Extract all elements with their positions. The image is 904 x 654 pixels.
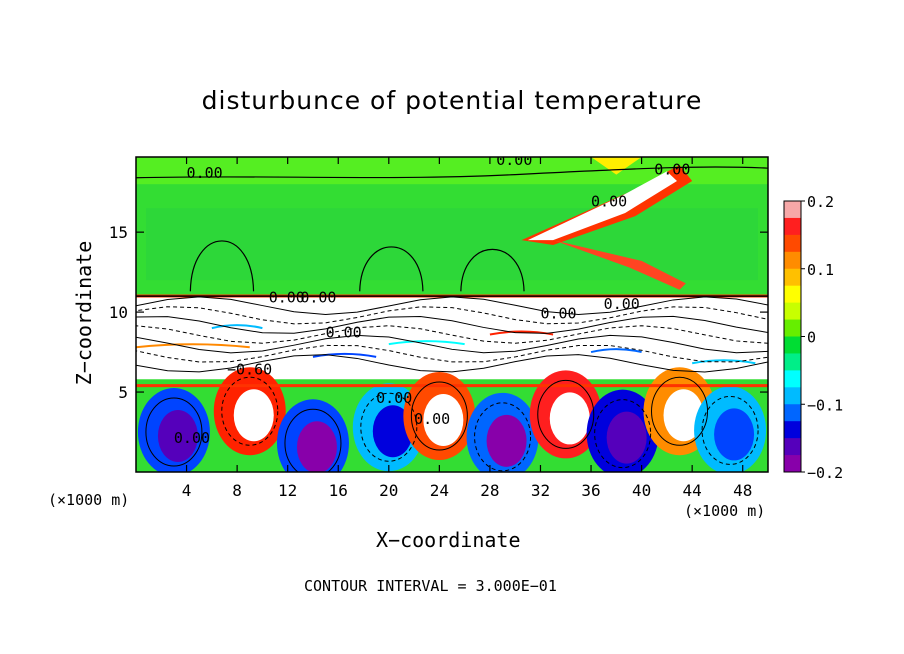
eddy-core-7 [606,411,647,464]
colorbar-swatch [784,370,801,388]
contour-eddy-3 [360,392,418,462]
eddy-core-6 [549,392,590,445]
upper-layer-shade [146,208,758,281]
plume-core [527,171,677,241]
y-tick-label: 5 [118,383,128,402]
contour-label: 0.00 [174,429,210,447]
x-tick-label: 24 [430,481,449,500]
contour-eddy-2 [284,408,342,472]
contour-label: 0.00 [496,151,532,169]
eddy-core-1 [233,389,274,442]
colorbar-swatch [784,404,801,422]
contour-label: 0.00 [326,324,362,342]
plume-tail [553,240,686,290]
contour-label: 0.00 [187,164,223,182]
middle-band-2 [312,352,377,358]
eddy-core-5 [486,414,527,467]
middle-band-5 [590,348,642,354]
x-unit-left: (×1000 m) [48,491,130,509]
contour-middle-3 [136,325,768,344]
x-tick-label: 4 [182,481,192,500]
contour-label: 0.00 [604,295,640,313]
contour-hill-2 [460,248,525,292]
contour-label: −0.60 [227,360,272,378]
x-tick-label: 8 [232,481,242,500]
contour-middle-4 [136,334,768,354]
x-tick-label: 20 [379,481,398,500]
middle-band-3 [388,340,465,346]
contour-eddy-7 [594,399,652,469]
contour-hill-0 [189,240,255,292]
x-tick-label: 12 [278,481,297,500]
eddy-core-9 [714,408,755,461]
middle-band-6 [691,359,756,365]
contour-label: 0.00 [376,389,412,407]
contour-middle-2 [136,315,768,334]
x-tick-label: 48 [733,481,752,500]
contour-label: 0.00 [269,289,305,307]
x-tick-label: 44 [683,481,702,500]
middle-band-1 [211,324,263,330]
colorbar-swatch [784,421,801,439]
plume-top [591,157,642,175]
colorbar-swatch [784,319,801,337]
contour-eddy-0 [145,397,203,467]
contour-label: 0.00 [591,193,627,211]
colorbar-tick-label: 0.1 [807,261,834,279]
eddy-core-2 [296,421,337,472]
x-tick-label: 28 [480,481,499,500]
contour-eddy-9 [701,395,759,465]
contour-middle-0 [136,296,768,315]
colorbar-swatch [784,336,801,354]
colorbar-swatch [784,285,801,304]
eddy-core-8 [663,389,704,442]
middle-band-0 [136,343,250,349]
contour-eddy-6 [537,379,595,449]
colorbar-swatch [784,201,801,219]
contour-eddy-8 [651,376,709,446]
eddy-core-3 [372,405,413,458]
colorbar-tick-label: −0.2 [807,464,843,482]
x-tick-label: 40 [632,481,651,500]
colorbar-swatch [784,302,801,321]
x-axis-label: X−coordinate [376,528,521,552]
y-tick-label: 10 [109,303,128,322]
eddy-core-4 [423,394,464,447]
contour-hill-1 [359,246,424,292]
colorbar-swatch [784,455,801,473]
contour-top [136,166,768,179]
y-axis-label: Z−coordinate [72,240,96,386]
contour-eddy-1 [221,376,279,446]
colorbar-swatch [784,438,801,456]
contour-eddy-4 [410,381,468,451]
x-unit-right: (×1000 m) [684,502,766,520]
colorbar-swatch [784,251,801,270]
plot-frame [135,156,769,473]
x-tick-label: 32 [531,481,550,500]
eddy-core-0 [157,410,198,463]
colorbar-swatch [784,217,801,236]
colorbar-swatch [784,234,801,253]
contour-middle-1 [136,306,768,325]
contour-label: 0.00 [654,161,690,179]
x-tick-label: 36 [581,481,600,500]
contour-label: 0.00 [300,289,336,307]
colorbar-swatch [784,268,801,287]
y-tick-label: 15 [109,223,128,242]
colorbar-tick-label: 0 [807,329,816,347]
colorbar-swatch [784,387,801,405]
contour-eddy-5 [474,402,532,472]
contour-interval-note: CONTOUR INTERVAL = 3.000E−01 [304,577,557,595]
contour-label: 0.00 [414,410,450,428]
colorbar-swatch [784,353,801,371]
contour-label: 0.00 [540,304,576,322]
colorbar-tick-label: −0.1 [807,396,843,414]
chart-title: disturbunce of potential temperature [201,86,703,115]
contour-middle-6 [136,354,768,373]
colorbar-tick-label: 0.2 [807,193,834,211]
x-tick-label: 16 [329,481,348,500]
